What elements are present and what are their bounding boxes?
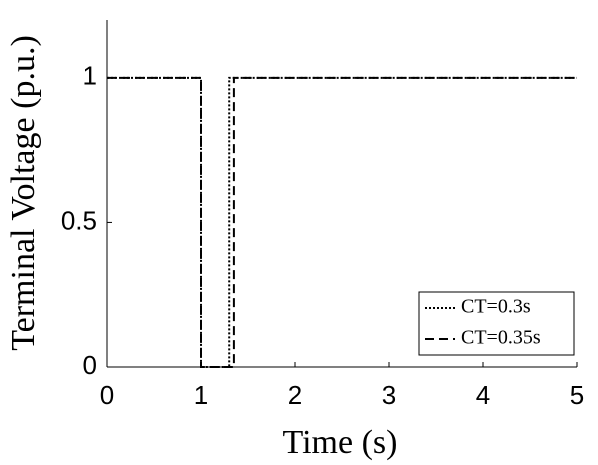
y-axis-label: Terminal Voltage (p.u.) bbox=[5, 35, 42, 351]
x-tick-label: 4 bbox=[476, 380, 490, 410]
x-tick-label: 1 bbox=[194, 380, 208, 410]
x-axis-label: Time (s) bbox=[283, 424, 398, 461]
x-tick-label: 0 bbox=[100, 380, 114, 410]
legend-label: CT=0.3s bbox=[461, 296, 531, 318]
legend-box bbox=[418, 291, 575, 356]
x-tick-label: 5 bbox=[570, 380, 584, 410]
series-line bbox=[107, 76, 577, 368]
y-tick-label: 0.5 bbox=[61, 205, 97, 235]
y-tick-label: 1 bbox=[83, 61, 97, 91]
y-tick-label: 0 bbox=[83, 350, 97, 380]
x-tick-label: 3 bbox=[382, 380, 396, 410]
x-tick-label: 2 bbox=[288, 380, 302, 410]
legend-label: CT=0.35s bbox=[461, 327, 541, 349]
